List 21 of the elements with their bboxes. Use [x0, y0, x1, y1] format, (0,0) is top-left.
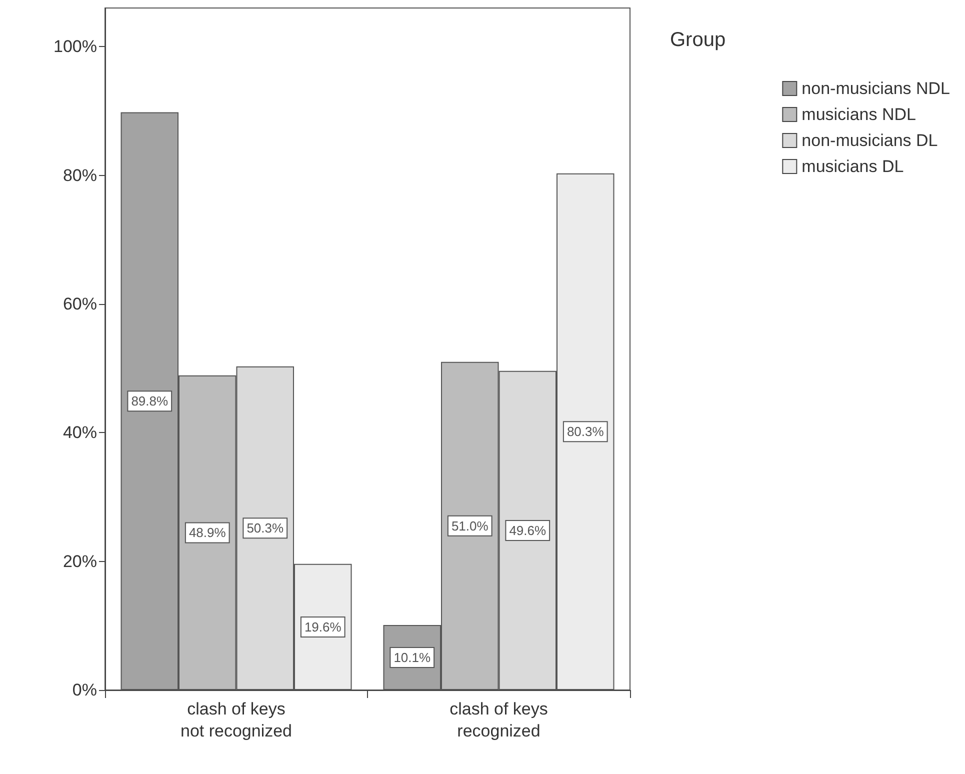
legend-label: non-musicians DL	[802, 131, 938, 150]
y-tick-label: 20%	[62, 552, 97, 571]
data-label: 19.6%	[304, 619, 342, 634]
x-tick-label: clash of keys recognized	[450, 700, 548, 740]
y-tick-label: 40%	[62, 423, 97, 442]
data-label: 80.3%	[566, 424, 604, 440]
legend-label: musicians NDL	[802, 105, 916, 124]
x-tick-label: clash of keys not recognized	[180, 700, 292, 740]
y-tick-label: 80%	[62, 166, 97, 185]
y-tick-label: 0%	[72, 680, 97, 700]
data-label: 10.1%	[394, 650, 431, 666]
data-label: 49.6%	[509, 522, 546, 538]
data-label: 50.3%	[246, 520, 284, 536]
legend-label: non-musicians NDL	[802, 79, 950, 98]
y-tick-label: 100%	[54, 37, 97, 56]
legend-label: musicians DL	[802, 157, 904, 176]
data-label: 51.0%	[451, 518, 489, 534]
data-label: 89.8%	[131, 394, 168, 409]
data-label: 48.9%	[188, 525, 226, 540]
y-tick-label: 60%	[62, 294, 97, 314]
legend-title: Group	[670, 29, 726, 51]
